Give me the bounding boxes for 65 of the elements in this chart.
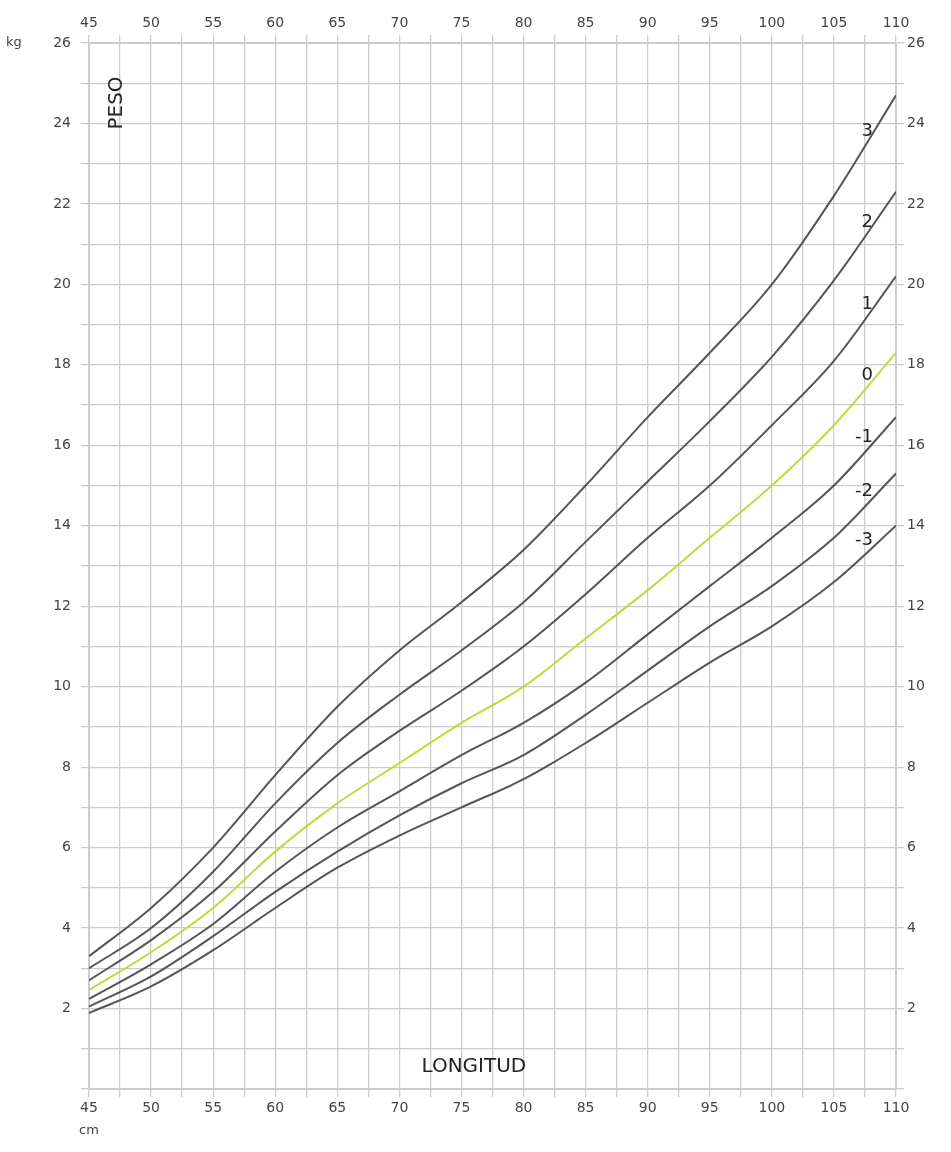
y-tick-label: 18 (53, 355, 71, 372)
y-tick-label: 26 (53, 33, 72, 50)
x2-tick-label: 70 (390, 14, 409, 31)
y2-tick-label: 20 (907, 275, 925, 292)
y-tick-label: 2 (62, 999, 71, 1016)
x-tick-label: 70 (390, 1099, 409, 1116)
x-tick-label: 105 (820, 1099, 848, 1116)
x2-tick-label: 110 (882, 14, 910, 31)
x2-tick-label: 50 (142, 14, 160, 31)
text: cm (79, 1122, 99, 1138)
x2-tick-label: 100 (758, 14, 786, 31)
x-tick-label: 75 (452, 1099, 471, 1116)
x-tick-label: 90 (638, 1099, 657, 1116)
y-tick-label: 14 (53, 516, 72, 533)
x-tick-label: 100 (758, 1099, 786, 1116)
series-label: 1 (861, 292, 873, 314)
y2-tick-label: 10 (907, 677, 925, 694)
x2-tick-label: 85 (576, 14, 595, 31)
x2-tick-label: 75 (452, 14, 471, 31)
series-label: 3 (861, 119, 873, 141)
x-tick-label: 65 (328, 1099, 347, 1116)
x2-tick-label: 105 (820, 14, 848, 31)
y-tick-label: 6 (62, 838, 72, 855)
y-tick-label: 22 (53, 194, 71, 211)
y2-tick-label: 24 (907, 114, 925, 131)
y2-tick-label: 26 (907, 33, 925, 50)
x-tick-label: 60 (266, 1099, 285, 1116)
y-axis-title: PESO (103, 76, 128, 130)
x-tick-label: 50 (142, 1099, 160, 1116)
y2-tick-label: 8 (907, 757, 916, 774)
x-tick-label: 45 (80, 1099, 98, 1116)
y-tick-label: 24 (53, 114, 72, 131)
x2-tick-label: 80 (514, 14, 533, 31)
x-axis-title: LONGITUD (421, 1053, 527, 1078)
x-tick-label: 55 (204, 1099, 223, 1116)
series-label: 2 (861, 209, 873, 231)
y-tick-label: 8 (62, 757, 71, 774)
x2-tick-label: 65 (328, 14, 347, 31)
y-tick-label: 20 (53, 275, 71, 292)
x2-tick-label: 90 (638, 14, 657, 31)
y2-tick-label: 12 (907, 596, 925, 613)
y2-tick-label: 16 (907, 435, 925, 452)
y2-tick-label: 4 (907, 918, 916, 935)
series-label: 0 (861, 362, 873, 384)
x-tick-label: 95 (700, 1099, 719, 1116)
y2-tick-label: 18 (907, 355, 925, 372)
x2-tick-label: 60 (266, 14, 285, 31)
x2-tick-label: 45 (80, 14, 98, 31)
text: kg (6, 34, 22, 50)
y-tick-label: 10 (53, 677, 71, 694)
series-label: -2 (855, 479, 873, 501)
x2-tick-label: 55 (204, 14, 223, 31)
x2-tick-label: 95 (700, 14, 719, 31)
y-tick-label: 4 (62, 918, 72, 935)
series-label: -1 (855, 425, 873, 447)
y2-tick-label: 22 (907, 194, 925, 211)
y2-tick-label: 14 (907, 516, 925, 533)
x-tick-label: 85 (576, 1099, 595, 1116)
series-label: -3 (855, 527, 873, 549)
x-tick-label: 110 (882, 1099, 910, 1116)
y-tick-label: 12 (53, 596, 71, 613)
y2-tick-label: 6 (907, 838, 916, 855)
y-tick-label: 16 (53, 435, 72, 452)
y2-tick-label: 2 (907, 999, 916, 1016)
x-tick-label: 80 (514, 1099, 533, 1116)
